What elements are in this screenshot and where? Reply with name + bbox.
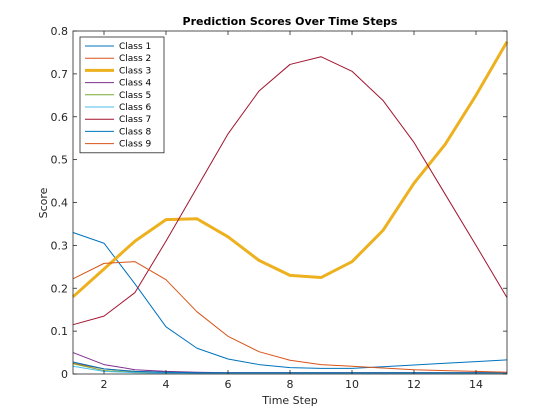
series-line-9: [72, 261, 508, 373]
x-tick-label: 2: [101, 378, 108, 391]
series-line-3: [71, 40, 509, 298]
legend: Class 1 Class 2 Class 3 Class 4 Class 5 Class…: [79, 36, 165, 154]
x-tick-label: 14: [469, 378, 483, 391]
legend-label: Class 3: [119, 66, 151, 76]
y-tick-label: 0.1: [51, 325, 69, 338]
legend-label: Class 2: [119, 54, 151, 64]
y-tick-label: 0.2: [51, 282, 69, 295]
y-tick-label: 0.7: [51, 68, 69, 81]
series-line-1: [72, 232, 508, 369]
legend-label: Class 5: [119, 91, 151, 101]
x-tick-label: 6: [225, 378, 232, 391]
legend-label: Class 7: [119, 115, 151, 125]
y-tick-label: 0.5: [51, 154, 69, 167]
y-tick-label: 0.8: [51, 25, 69, 38]
legend-label: Class 1: [119, 42, 151, 52]
y-axis-label: Score: [37, 187, 50, 218]
y-tick-label: 0: [61, 368, 68, 381]
legend-label: Class 6: [119, 103, 152, 113]
x-tick-label: 10: [345, 378, 359, 391]
x-axis-label: Time Step: [261, 394, 317, 407]
x-tick-label: 12: [407, 378, 421, 391]
legend-label: Class 9: [119, 140, 152, 150]
legend-label: Class 8: [119, 127, 152, 137]
legend-label: Class 4: [119, 79, 152, 89]
x-tick-label: 8: [287, 378, 294, 391]
x-tick-label: 4: [163, 378, 170, 391]
y-tick-label: 0.3: [51, 239, 69, 252]
chart-title: Prediction Scores Over Time Steps: [183, 15, 398, 28]
series-line-7: [72, 56, 508, 326]
y-tick-label: 0.4: [51, 197, 69, 210]
y-tick-label: 0.6: [51, 111, 69, 124]
